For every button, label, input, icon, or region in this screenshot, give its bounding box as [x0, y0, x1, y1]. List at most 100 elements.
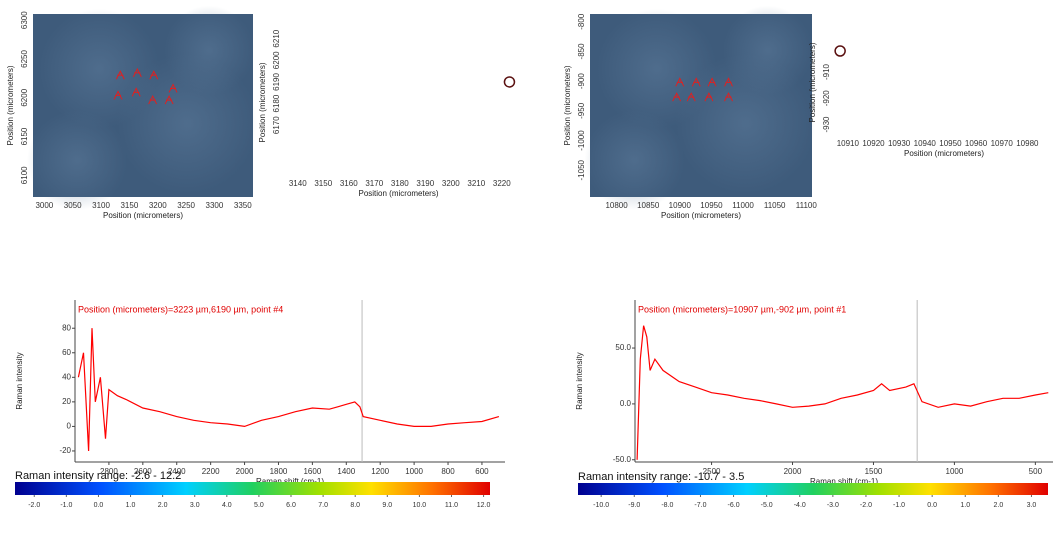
x-tick-label: 3200: [149, 201, 167, 210]
colorbar-tick-label: -9.0: [628, 502, 640, 509]
x-tick-label: 3210: [467, 179, 485, 188]
point-marker: [131, 87, 141, 97]
x-tick-label: 3180: [391, 179, 409, 188]
x-axis-label: Position (micrometers): [904, 149, 984, 158]
point-marker: [672, 92, 682, 102]
x-tick-label: 2600: [134, 467, 152, 476]
x-tick-label: 2200: [202, 467, 220, 476]
colorbar-tick-label: -7.0: [694, 502, 706, 509]
x-tick-label: 3000: [35, 201, 53, 210]
colorbar-tick-label: 1.0: [960, 502, 970, 509]
x-tick-label: 1400: [337, 467, 355, 476]
point-marker: [149, 70, 159, 80]
x-tick-label: 3150: [314, 179, 332, 188]
colorbar-tick-label: 9.0: [382, 502, 392, 509]
y-tick-label: 6200: [20, 88, 29, 106]
colorbar-tick-label: -2.0: [28, 502, 40, 509]
x-tick-label: 2000: [784, 467, 802, 476]
colorbar-tick-label: -8.0: [661, 502, 673, 509]
colorbar-tick-label: 5.0: [254, 502, 264, 509]
x-tick-label: 3350: [234, 201, 252, 210]
colorbar-tick-label: -2.0: [860, 502, 872, 509]
point-marker: [724, 77, 733, 87]
y-axis-label: Raman intensity: [15, 352, 24, 409]
x-tick-label: 500: [1029, 467, 1043, 476]
y-tick-label: 60: [62, 348, 71, 357]
x-tick-label: 10850: [637, 201, 660, 210]
x-tick-label: 1000: [405, 467, 423, 476]
x-tick-label: 10960: [965, 139, 988, 148]
y-tick-label: 6100: [20, 166, 29, 184]
colorbar-tick-label: 2.0: [993, 502, 1003, 509]
y-tick-label: -910: [822, 63, 831, 80]
x-tick-label: 10950: [700, 201, 723, 210]
point: [834, 45, 846, 57]
y-tick-label: -950: [577, 102, 586, 119]
image-texture: [722, 5, 813, 96]
colorbar-tick-label: 12.0: [477, 502, 491, 509]
y-tick-label: -1000: [577, 130, 586, 151]
x-tick-label: 1200: [371, 467, 389, 476]
y-axis-label: Position (micrometers): [563, 65, 572, 145]
point-marker: [686, 92, 696, 102]
y-tick-label: 80: [62, 323, 71, 332]
x-tick-label: 3220: [493, 179, 511, 188]
y-tick-label: 6210: [272, 29, 281, 47]
point-marker: [704, 92, 714, 102]
x-tick-label: 10920: [862, 139, 885, 148]
x-tick-label: 2400: [168, 467, 186, 476]
x-tick-label: 2500: [703, 467, 721, 476]
point-marker: [707, 77, 717, 87]
point-marker: [132, 67, 142, 78]
point-marker: [724, 92, 733, 102]
colorbar-title: Raman intensity range: -10.7 - 3.5: [578, 471, 744, 483]
x-tick-label: 11100: [796, 201, 818, 210]
x-tick-label: 3150: [120, 201, 138, 210]
colorbar-tick-label: 6.0: [286, 502, 296, 509]
x-axis-label: Raman shift (cm-1): [256, 477, 324, 486]
y-tick-label: -850: [577, 43, 586, 60]
y-axis-label: Raman intensity: [575, 352, 584, 409]
y-tick-label: 6150: [20, 127, 29, 145]
x-tick-label: 11000: [732, 201, 754, 210]
x-tick-label: 3300: [206, 201, 224, 210]
point-marker: [148, 94, 158, 105]
y-tick-label: -930: [822, 116, 831, 133]
x-tick-label: 11050: [764, 201, 786, 210]
x-tick-label: 3190: [416, 179, 434, 188]
point: [503, 76, 516, 88]
y-tick-label: -20: [59, 446, 71, 455]
x-tick-label: 1000: [946, 467, 964, 476]
y-tick-label: 6170: [272, 116, 281, 134]
panels: 3000 3050 3100 3150 3200 3250 3300 3350 6100 6150…: [6, 5, 1053, 509]
y-tick-label: 6200: [272, 51, 281, 69]
image-texture: [584, 110, 685, 211]
plot-title: Position (micrometers)=10907 µm,-902 µm,…: [638, 304, 846, 314]
colorbar-tick-label: 2.0: [158, 502, 168, 509]
x-axis-label: Position (micrometers): [103, 211, 183, 220]
y-tick-label: -1050: [577, 159, 586, 180]
x-tick-label: 10970: [991, 139, 1014, 148]
x-tick-label: 10950: [939, 139, 962, 148]
x-tick-label: 2800: [100, 467, 118, 476]
colorbar-title: Raman intensity range: -2.6 - 12.2: [15, 470, 181, 482]
colorbar-tick-label: 4.0: [222, 502, 232, 509]
colorbar-tick-label: 11.0: [445, 502, 458, 509]
x-tick-label: 10900: [669, 201, 692, 210]
colorbar-tick-label: 3.0: [190, 502, 200, 509]
colorbar-tick-label: 7.0: [318, 502, 328, 509]
colorbar-tick-label: -10.0: [593, 502, 609, 509]
colorbar-tick-label: 1.0: [126, 502, 136, 509]
x-tick-label: 10910: [837, 139, 860, 148]
y-tick-label: -800: [577, 13, 586, 30]
point-marker: [164, 94, 174, 105]
colorbar-tick-label: 8.0: [350, 502, 360, 509]
y-tick-label: 50.0: [615, 343, 631, 352]
colorbar: [578, 483, 1048, 495]
plot-title: Position (micrometers)=3223 µm,6190 µm, …: [78, 304, 283, 314]
x-tick-label: 1800: [270, 467, 288, 476]
x-tick-label: 3140: [289, 179, 307, 188]
colorbar-tick-label: -4.0: [794, 502, 806, 509]
colorbar-tick-label: 3.0: [1027, 502, 1037, 509]
